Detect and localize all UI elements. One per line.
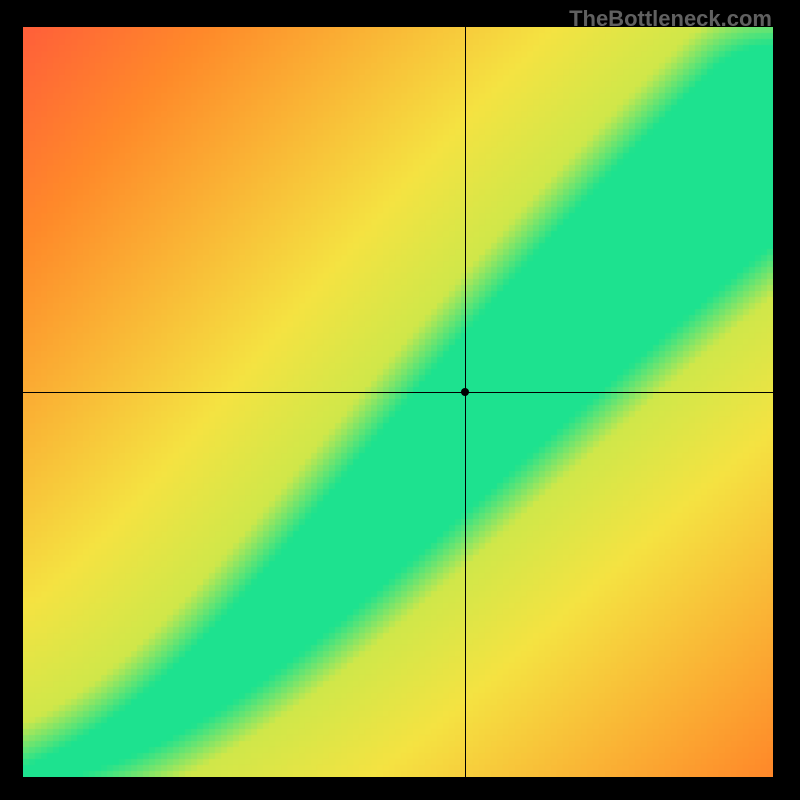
crosshair-horizontal xyxy=(23,392,773,393)
crosshair-vertical xyxy=(465,27,466,777)
heatmap-chart xyxy=(23,27,773,777)
marker-dot xyxy=(461,388,469,396)
heatmap-canvas xyxy=(23,27,773,777)
watermark-text: TheBottleneck.com xyxy=(569,6,772,32)
